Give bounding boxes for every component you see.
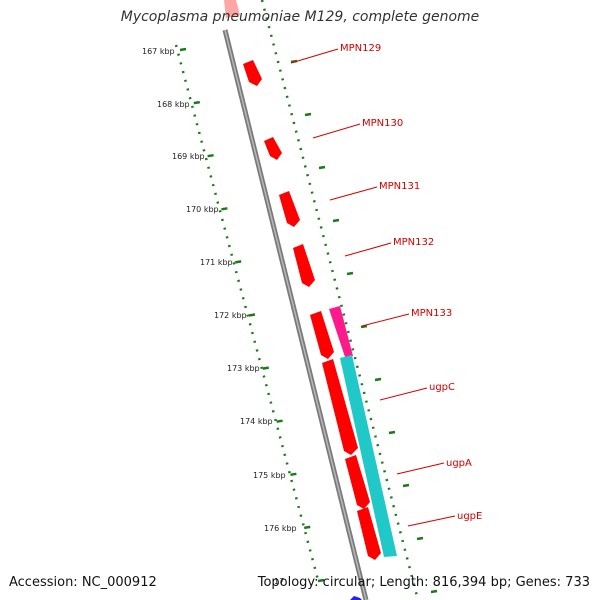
ruler-tick <box>207 153 214 158</box>
outer-track-tick <box>430 589 438 594</box>
tick-label: 17 <box>274 577 284 586</box>
outer-track-tick <box>388 430 396 435</box>
outer-track-tick <box>374 377 382 382</box>
map-title: Mycoplasma pneumoniae M129, complete gen… <box>120 9 480 25</box>
ruler-tick <box>262 366 270 370</box>
tick-label: 169 kbp <box>172 152 205 161</box>
tick-label: 173 kbp <box>227 364 260 373</box>
gene-labels: MPN129 MPN130 MPN131 MPN132 MPN133 ugpC … <box>340 43 482 522</box>
cds-arrow-ugpe <box>357 507 381 560</box>
ruler-tick <box>234 260 242 264</box>
tick-label: 167 kbp <box>142 47 175 56</box>
feature-band <box>232 0 420 600</box>
ruler-labels: 167 kbp 168 kbp 169 kbp 170 kbp 171 kbp … <box>142 47 297 586</box>
gene-label-mpn132: MPN132 <box>393 237 434 248</box>
tick-label: 174 kbp <box>240 417 273 426</box>
cds-arrow-mpn130 <box>264 137 282 160</box>
gene-label-mpn130: MPN130 <box>362 118 403 129</box>
ruler-tick <box>179 47 187 52</box>
tick-label: 172 kbp <box>214 311 247 320</box>
tick-label: 170 kbp <box>186 205 219 214</box>
gene-label-ugpc: ugpC <box>429 382 455 393</box>
tick-label: 175 kbp <box>253 471 286 480</box>
cds-arrow-mpn129 <box>243 60 262 86</box>
gene-label-ugpa: ugpA <box>446 458 472 469</box>
cds-arrow-mpn133 <box>310 311 334 359</box>
ruler-tick <box>290 472 297 477</box>
ruler-tick <box>317 578 325 583</box>
accession-text: Accession: NC_000912 <box>9 575 157 590</box>
genome-summary: Topology: circular; Length: 816,394 bp; … <box>257 575 590 590</box>
tick-label: 171 kbp <box>200 258 233 267</box>
outer-track-tick <box>304 112 312 117</box>
tick-label: 176 kbp <box>264 524 297 533</box>
ruler-ticks <box>179 47 438 594</box>
blue-feature-marker <box>350 596 362 600</box>
cds-arrow-mpn131 <box>279 191 300 227</box>
backbone-highlight <box>224 29 367 600</box>
ruler-tick <box>248 313 256 317</box>
cds-arrow-ugpc <box>322 359 358 455</box>
ruler-tick <box>276 419 283 423</box>
outer-track-tick <box>332 218 340 223</box>
outer-track-tick <box>346 271 354 276</box>
tick-label: 168 kbp <box>157 100 190 109</box>
cds-features <box>243 60 397 560</box>
label-leaders <box>290 48 456 527</box>
cds-arrow <box>224 0 240 18</box>
gene-label-mpn131: MPN131 <box>379 181 420 192</box>
outer-track-tick <box>318 165 326 170</box>
outer-track-tick <box>416 536 424 541</box>
ruler-tick <box>303 525 311 530</box>
ruler-tick <box>193 100 201 105</box>
cds-arrow-ugpa <box>345 455 370 509</box>
gene-label-ugpe: ugpE <box>457 511 482 522</box>
ruler-tick <box>221 207 228 211</box>
outer-track-tick <box>360 324 368 329</box>
gene-label-mpn133: MPN133 <box>411 308 452 319</box>
cds-arrow-mpn132 <box>293 244 315 287</box>
outer-track-tick <box>402 483 410 488</box>
rna-feature-cyan <box>340 355 397 557</box>
gene-label-mpn129: MPN129 <box>340 43 381 54</box>
cds-arrow-mpn133-b <box>329 306 353 357</box>
